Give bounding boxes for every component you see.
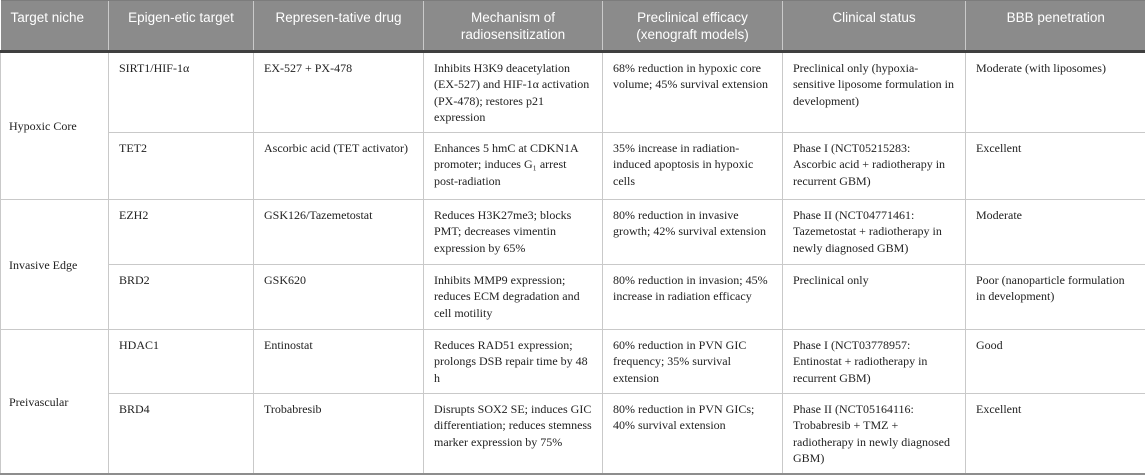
col-header-mechanism: Mechanism of radiosensitization — [424, 1, 603, 52]
cell-epigenetic-target: EZH2 — [109, 199, 254, 264]
cell-epigenetic-target: BRD4 — [109, 393, 254, 474]
cell-bbb: Moderate — [966, 199, 1145, 264]
col-header-clinical-status: Clinical status — [783, 1, 966, 52]
table-row: TET2 Ascorbic acid (TET activator) Enhan… — [1, 132, 1145, 199]
cell-drug: Trobabresib — [254, 393, 424, 474]
cell-efficacy: 80% reduction in PVN GICs; 40% survival … — [603, 393, 783, 474]
col-header-bbb-penetration: BBB penetration — [966, 1, 1145, 52]
cell-efficacy: 60% reduction in PVN GIC frequency; 35% … — [603, 329, 783, 393]
cell-epigenetic-target: SIRT1/HIF-1α — [109, 51, 254, 132]
table-row: Invasive Edge EZH2 GSK126/Tazemetostat R… — [1, 199, 1145, 264]
cell-mechanism: Reduces RAD51 expression; prolongs DSB r… — [424, 329, 603, 393]
cell-efficacy: 80% reduction in invasive growth; 42% su… — [603, 199, 783, 264]
cell-bbb: Poor (nanoparticle formulation in develo… — [966, 264, 1145, 329]
cell-clinical-status: Phase I (NCT05215283: Ascorbic acid + ra… — [783, 132, 966, 199]
niche-group-cell-hypoxic-core: Hypoxic Core — [1, 51, 109, 199]
cell-drug: EX-527 + PX-478 — [254, 51, 424, 132]
cell-drug: Entinostat — [254, 329, 424, 393]
cell-mechanism: Disrupts SOX2 SE; induces GIC differenti… — [424, 393, 603, 474]
cell-mechanism: Inhibits MMP9 expression; reduces ECM de… — [424, 264, 603, 329]
cell-bbb: Excellent — [966, 393, 1145, 474]
niche-group-cell-preivascular: Preivascular — [1, 329, 109, 473]
cell-drug: Ascorbic acid (TET activator) — [254, 132, 424, 199]
cell-mechanism: Enhances 5 hmC at CDKN1A promoter; induc… — [424, 132, 603, 199]
cell-clinical-status: Phase II (NCT05164116: Trobabresib + TMZ… — [783, 393, 966, 474]
cell-clinical-status: Preclinical only (hypoxia-sensitive lipo… — [783, 51, 966, 132]
niche-group-cell-invasive-edge: Invasive Edge — [1, 199, 109, 329]
cell-bbb: Excellent — [966, 132, 1145, 199]
cell-mechanism: Inhibits H3K9 deacetylation (EX-527) and… — [424, 51, 603, 132]
cell-epigenetic-target: TET2 — [109, 132, 254, 199]
col-header-epigenetic-target: Epigen-etic target — [109, 1, 254, 52]
cell-efficacy: 35% increase in radiation-induced apopto… — [603, 132, 783, 199]
cell-drug: GSK126/Tazemetostat — [254, 199, 424, 264]
col-header-preclinical-efficacy: Preclinical efficacy (xenograft models) — [603, 1, 783, 52]
cell-clinical-status: Phase II (NCT04771461: Tazemetostat + ra… — [783, 199, 966, 264]
table-row: Preivascular HDAC1 Entinostat Reduces RA… — [1, 329, 1145, 393]
cell-efficacy: 68% reduction in hypoxic core volume; 45… — [603, 51, 783, 132]
table-row: BRD4 Trobabresib Disrupts SOX2 SE; induc… — [1, 393, 1145, 474]
col-header-target-niche: Target niche — [1, 1, 109, 52]
cell-drug: GSK620 — [254, 264, 424, 329]
cell-mechanism: Reduces H3K27me3; blocks PMT; decreases … — [424, 199, 603, 264]
cell-efficacy: 80% reduction in invasion; 45% increase … — [603, 264, 783, 329]
cell-bbb: Good — [966, 329, 1145, 393]
cell-epigenetic-target: HDAC1 — [109, 329, 254, 393]
cell-clinical-status: Preclinical only — [783, 264, 966, 329]
table-row: BRD2 GSK620 Inhibits MMP9 expression; re… — [1, 264, 1145, 329]
cell-bbb: Moderate (with liposomes) — [966, 51, 1145, 132]
table-row: Hypoxic Core SIRT1/HIF-1α EX-527 + PX-47… — [1, 51, 1145, 132]
cell-clinical-status: Phase I (NCT03778957: Entinostat + radio… — [783, 329, 966, 393]
cell-epigenetic-target: BRD2 — [109, 264, 254, 329]
col-header-representative-drug: Represen-tative drug — [254, 1, 424, 52]
table-header-row: Target niche Epigen-etic target Represen… — [1, 1, 1145, 52]
